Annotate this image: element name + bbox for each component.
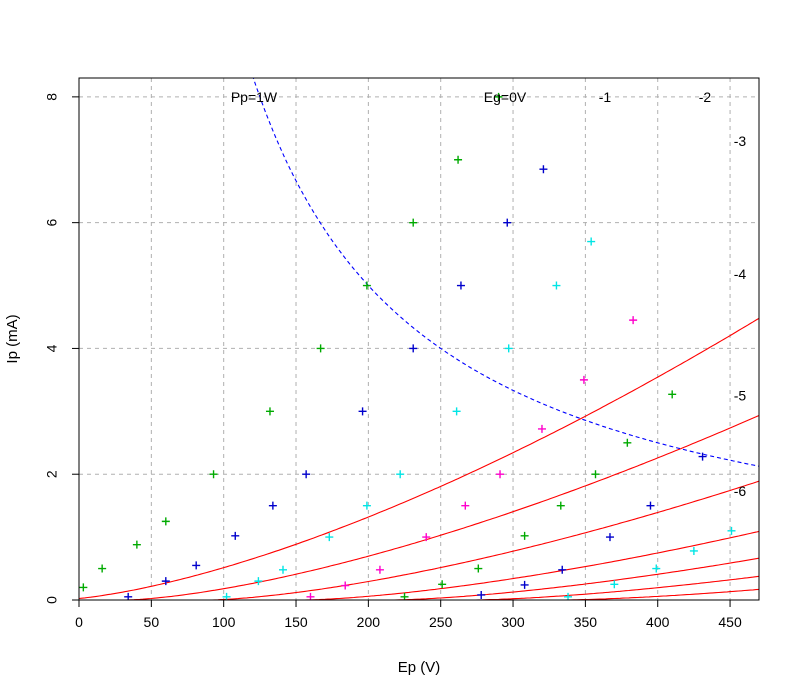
data-point — [689, 546, 698, 555]
data-point — [556, 501, 565, 510]
fit-curve--2 — [79, 480, 759, 600]
fit-curve--1 — [79, 414, 759, 600]
power-dissipation-curve — [252, 78, 759, 467]
curve-label--1: -1 — [599, 89, 612, 105]
curve-label--2: -2 — [699, 89, 712, 105]
data-point — [494, 92, 503, 101]
fit-curve--4 — [79, 557, 759, 600]
grid-lines — [78, 78, 759, 601]
y-tick-label: 2 — [44, 470, 60, 478]
data-point — [161, 577, 170, 586]
data-point — [341, 581, 350, 590]
data-point — [316, 344, 325, 353]
x-tick-label: 400 — [646, 614, 670, 630]
data-point — [362, 501, 371, 510]
data-point — [454, 155, 463, 164]
fit-curve--6 — [79, 588, 759, 600]
data-point — [520, 531, 529, 540]
data-point — [504, 344, 513, 353]
data-point — [98, 564, 107, 573]
y-tick-label: 8 — [44, 93, 60, 101]
data-point — [268, 501, 277, 510]
data-point — [231, 531, 240, 540]
data-point — [265, 407, 274, 416]
y-axis-label: Ip (mA) — [4, 314, 21, 363]
data-point — [552, 281, 561, 290]
fit-curve-0 — [79, 317, 759, 600]
curve-label--5: -5 — [734, 388, 747, 404]
data-point — [279, 565, 287, 574]
data-point — [254, 577, 263, 586]
data-point — [161, 517, 170, 526]
data-point — [452, 407, 461, 416]
data-point — [477, 590, 486, 599]
data-point — [456, 281, 465, 290]
plot-frame — [78, 77, 760, 601]
data-point — [302, 470, 311, 479]
fit-curve--5 — [79, 575, 759, 600]
data-point — [474, 564, 483, 573]
x-tick-label: 300 — [501, 614, 525, 630]
data-point — [422, 533, 431, 542]
data-point — [325, 533, 334, 542]
curve-label--4: -4 — [734, 266, 747, 282]
x-tick-label: 0 — [75, 614, 83, 630]
data-point — [520, 580, 529, 589]
data-point — [358, 407, 367, 416]
x-tick-label: 350 — [574, 614, 598, 630]
data-points — [79, 92, 736, 600]
data-point — [539, 165, 548, 174]
data-point — [375, 565, 384, 574]
data-point — [438, 580, 447, 589]
data-point — [591, 470, 600, 479]
data-point — [209, 470, 218, 479]
curve-label--6: -6 — [734, 483, 747, 499]
data-point — [646, 501, 655, 510]
x-tick-label: 50 — [144, 614, 160, 630]
data-point — [192, 561, 201, 570]
data-point — [558, 565, 567, 574]
data-point — [727, 526, 736, 535]
x-tick-label: 200 — [357, 614, 381, 630]
data-point — [698, 452, 707, 461]
data-point — [503, 218, 512, 227]
data-point — [629, 316, 638, 325]
data-point — [668, 390, 677, 399]
data-point — [409, 344, 418, 353]
data-point — [396, 470, 405, 479]
fit-curve--3 — [79, 530, 759, 600]
data-point — [537, 424, 546, 433]
axes: 0 50 100 150 200 250 300 350 400 450 0 2 4 6 8 — [44, 93, 742, 630]
data-point — [579, 375, 588, 384]
data-point — [610, 580, 619, 589]
data-point — [605, 533, 614, 542]
curve-label--3: -3 — [734, 133, 747, 149]
data-point — [623, 438, 632, 447]
x-tick-label: 150 — [284, 614, 308, 630]
power-curve-line — [252, 78, 759, 467]
y-tick-label: 6 — [44, 219, 60, 227]
y-tick-label: 0 — [44, 596, 60, 604]
x-tick-label: 250 — [429, 614, 453, 630]
data-point — [461, 501, 470, 510]
x-axis-label: Ep (V) — [398, 659, 441, 676]
data-point — [362, 281, 371, 290]
curve-label-0: Eg=0V — [484, 89, 527, 105]
data-point — [496, 470, 505, 479]
fitted-curves — [79, 317, 759, 600]
power-curve-label: Pp=1W — [231, 89, 278, 105]
x-tick-label: 100 — [212, 614, 236, 630]
data-point — [652, 564, 661, 573]
data-point — [587, 237, 596, 246]
data-point — [409, 218, 418, 227]
data-point — [79, 583, 88, 592]
curve-labels: Eg=0V -1 -2 -3 -4 -5 -6 Pp=1W — [231, 89, 747, 499]
y-tick-label: 4 — [44, 344, 60, 352]
data-point — [132, 540, 141, 549]
x-tick-label: 450 — [718, 614, 742, 630]
